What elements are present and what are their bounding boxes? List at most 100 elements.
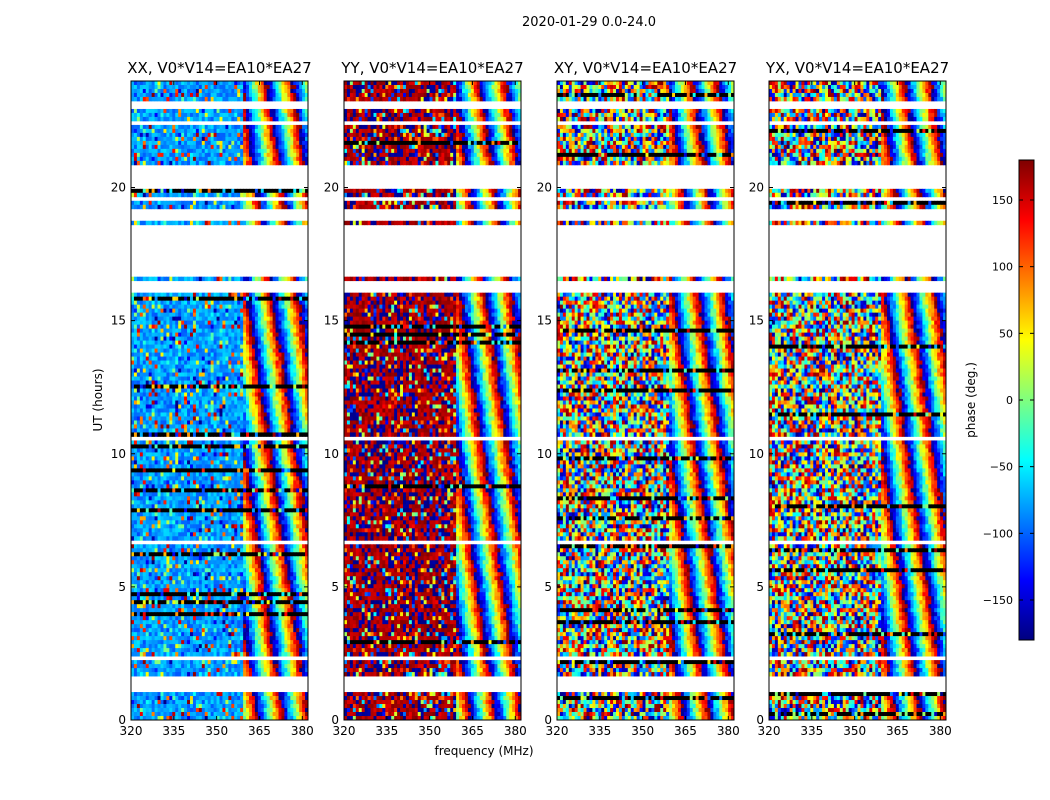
heatmap-cell [217, 89, 220, 93]
heatmap-cell [220, 85, 223, 89]
heatmap-cell [296, 157, 299, 161]
heatmap-cell [252, 133, 255, 137]
heatmap-cell [220, 189, 223, 193]
heatmap-cell [217, 161, 220, 165]
heatmap-cell [166, 113, 169, 117]
heatmap-cell [220, 201, 223, 205]
heatmap-cell [143, 221, 146, 225]
heatmap-cell [211, 89, 214, 93]
heatmap-cell [231, 221, 234, 225]
heatmap-cell [152, 145, 155, 149]
heatmap-cell [140, 85, 143, 89]
heatmap-cell [202, 117, 205, 121]
heatmap-cell [240, 205, 243, 209]
heatmap-cell [296, 89, 299, 93]
heatmap-cell [270, 129, 273, 133]
heatmap-cell [261, 161, 264, 165]
figure: 2020-01-29 0.0-24.0 XX, V0*V14=EA10*EA27… [0, 0, 1050, 800]
heatmap-cell [234, 117, 237, 121]
heatmap-cell [267, 81, 270, 85]
heatmap-cell [163, 201, 166, 205]
heatmap-cell [149, 221, 152, 225]
heatmap-cell [178, 141, 181, 145]
heatmap-cell [302, 117, 305, 121]
heatmap-cell [287, 109, 290, 113]
heatmap-cell [252, 189, 255, 193]
heatmap-cell [249, 153, 252, 157]
heatmap-cell [217, 141, 220, 145]
heatmap-cell [172, 189, 175, 193]
heatmap-cell [293, 277, 296, 281]
heatmap-cell [196, 201, 199, 205]
heatmap-cell [140, 277, 143, 281]
heatmap-cell [296, 125, 299, 129]
heatmap-cell [166, 137, 169, 141]
heatmap-cell [284, 149, 287, 153]
heatmap-cell [273, 109, 276, 113]
heatmap-cell [279, 145, 282, 149]
figure-suptitle: 2020-01-29 0.0-24.0 [522, 15, 656, 30]
heatmap-cell [143, 157, 146, 161]
heatmap-cell [134, 81, 137, 85]
heatmap-cell [143, 205, 146, 209]
heatmap-cell [243, 81, 246, 85]
heatmap-cell [243, 205, 246, 209]
heatmap-cell [237, 129, 240, 133]
heatmap-cell [146, 277, 149, 281]
heatmap-cell [146, 93, 149, 97]
heatmap-cell [175, 161, 178, 165]
heatmap-cell [249, 133, 252, 137]
heatmap-cell [273, 133, 276, 137]
heatmap-cell [199, 221, 202, 225]
heatmap-cell [205, 137, 208, 141]
heatmap-cell [258, 141, 261, 145]
heatmap-cell [261, 89, 264, 93]
heatmap-cell [299, 89, 302, 93]
heatmap-cell [276, 85, 279, 89]
heatmap-cell [211, 157, 214, 161]
heatmap-cell [255, 93, 258, 97]
heatmap-cell [234, 149, 237, 153]
heatmap-cell [175, 125, 178, 129]
heatmap-cell [249, 221, 252, 225]
heatmap-cell [187, 201, 190, 205]
heatmap-cell [181, 193, 184, 197]
heatmap-cell [225, 153, 228, 157]
heatmap-cell [131, 157, 134, 161]
heatmap-cell [155, 89, 158, 93]
heatmap-cell [202, 157, 205, 161]
heatmap-cell [293, 117, 296, 121]
heatmap-cell [146, 149, 149, 153]
heatmap-cell [205, 145, 208, 149]
heatmap-cell [196, 149, 199, 153]
heatmap-cell [184, 89, 187, 93]
heatmap-cell [149, 145, 152, 149]
heatmap-cell [169, 193, 172, 197]
heatmap-cell [149, 129, 152, 133]
heatmap-cell [163, 149, 166, 153]
heatmap-cell [290, 141, 293, 145]
heatmap-cell [273, 193, 276, 197]
heatmap-cell [211, 137, 214, 141]
heatmap-cell [281, 189, 284, 193]
heatmap-cell [258, 277, 261, 281]
heatmap-cell [155, 201, 158, 205]
heatmap-cell [166, 277, 169, 281]
heatmap-cell [140, 293, 143, 297]
heatmap-cell [196, 189, 199, 193]
heatmap-cell [158, 145, 161, 149]
heatmap-cell [208, 189, 211, 193]
heatmap-cell [140, 149, 143, 153]
heatmap-cell [187, 141, 190, 145]
heatmap-cell [261, 149, 264, 153]
heatmap-cell [258, 205, 261, 209]
heatmap-cell [146, 81, 149, 85]
heatmap-cell [178, 277, 181, 281]
heatmap-cell [264, 205, 267, 209]
heatmap-cell [169, 157, 172, 161]
heatmap-cell [158, 113, 161, 117]
heatmap-cell [163, 85, 166, 89]
heatmap-cell [131, 137, 134, 141]
heatmap-cell [276, 189, 279, 193]
heatmap-cell [222, 277, 225, 281]
